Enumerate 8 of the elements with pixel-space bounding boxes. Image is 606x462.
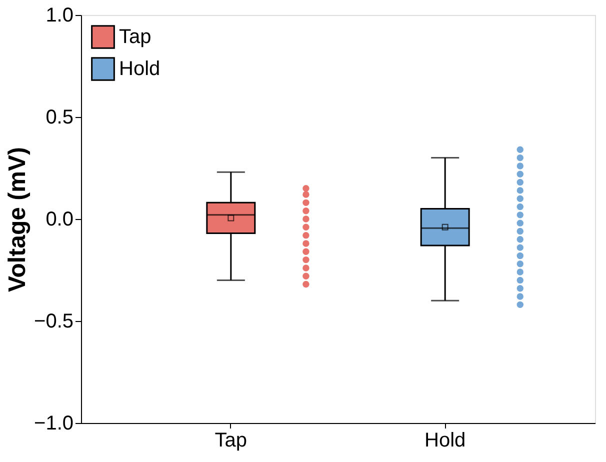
y-axis-title: Voltage (mV) (4, 147, 32, 292)
y-tick-label: −1.0 (34, 412, 74, 434)
y-tick-label: 0.5 (46, 106, 74, 128)
y-tick-label: 0.0 (46, 208, 74, 230)
legend-label: Hold (119, 58, 160, 80)
y-tick-label: 1.0 (46, 4, 74, 26)
legend-label: Tap (119, 26, 152, 48)
y-tick-label: −0.5 (34, 310, 74, 332)
